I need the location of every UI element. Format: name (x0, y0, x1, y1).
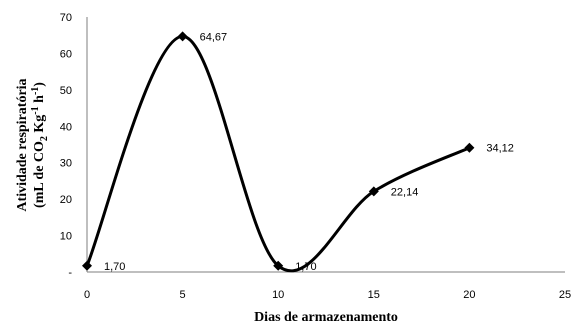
y-title-part-5: h (32, 95, 47, 107)
y-tick-label: 70 (60, 12, 72, 24)
y-axis-title: Atividade respiratória (mL de CO2 Kg-1 h… (15, 78, 50, 211)
data-point-marker (464, 142, 475, 153)
x-tick-label: 15 (368, 289, 380, 301)
y-axis: - 10 20 30 40 50 60 70 (60, 12, 88, 279)
x-tick-label: 0 (84, 289, 90, 301)
x-tick-label: 20 (463, 289, 475, 301)
y-tick-label: 40 (60, 121, 72, 133)
y-tick-label: - (68, 267, 72, 279)
y-tick-label: 30 (60, 158, 72, 170)
y-tick-label: 50 (60, 85, 72, 97)
data-label: 22,14 (391, 186, 419, 198)
y-title-sup-1: -1 (30, 106, 41, 114)
x-tick-label: 25 (559, 289, 571, 301)
x-tick-labels: 0 5 10 15 20 25 (84, 289, 571, 301)
y-tick-label: 20 (60, 194, 72, 206)
data-label: 34,12 (486, 143, 514, 155)
data-label: 64,67 (200, 31, 228, 43)
y-tick-labels: - 10 20 30 40 50 60 70 (60, 12, 73, 279)
data-label: 1,70 (104, 261, 125, 273)
x-axis: 0 5 10 15 20 25 (84, 271, 571, 301)
data-markers (82, 31, 475, 271)
y-title-part-1: (mL de CO (32, 141, 47, 208)
y-title-part-3: Kg (32, 115, 47, 136)
y-axis-title-line2: (mL de CO2 Kg-1 h-1) (30, 82, 50, 208)
y-tick-label: 10 (60, 231, 72, 243)
y-tick-label: 60 (60, 48, 72, 60)
data-label: 1,70 (295, 261, 316, 273)
data-point-marker (82, 260, 92, 271)
y-title-sup-2: -1 (30, 87, 41, 95)
data-labels: 1,70 64,67 1,70 22,14 34,12 (104, 31, 514, 272)
x-tick-label: 10 (272, 289, 284, 301)
x-tick-label: 5 (180, 289, 186, 301)
y-title-part-7: ) (32, 82, 47, 87)
data-point-marker (177, 31, 188, 42)
series-line (85, 34, 471, 273)
x-axis-title: Dias de armazenamento (254, 310, 398, 325)
data-point-marker (273, 260, 284, 271)
data-point-marker (368, 186, 379, 197)
y-axis-title-line1: Atividade respiratória (15, 78, 30, 211)
y-title-sub-2: 2 (39, 136, 50, 141)
